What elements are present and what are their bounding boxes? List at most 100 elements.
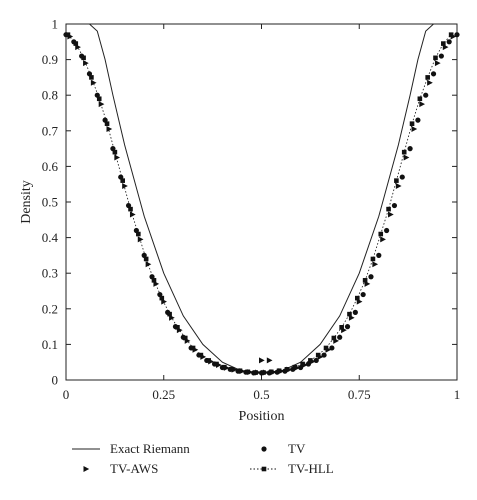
data-point bbox=[370, 256, 376, 262]
plot-area: 0 0.25 0.5 0.75 1 00.10.20.30.40.50.60.70.80… bbox=[42, 17, 461, 403]
legend-marker-swatch bbox=[261, 446, 267, 452]
x-tick-label: 0 bbox=[63, 387, 70, 402]
data-point bbox=[354, 295, 360, 301]
data-point bbox=[114, 154, 121, 161]
data-point bbox=[430, 71, 437, 77]
data-point bbox=[96, 96, 102, 102]
data-point bbox=[229, 367, 235, 372]
data-point bbox=[90, 79, 97, 86]
x-axis-ticks: 0 0.25 0.5 0.75 1 bbox=[63, 24, 461, 402]
data-point bbox=[308, 358, 313, 363]
x-tick-label: 0.5 bbox=[253, 387, 269, 402]
data-point bbox=[391, 202, 398, 209]
data-point bbox=[411, 126, 418, 133]
data-point bbox=[441, 41, 446, 46]
data-point bbox=[137, 236, 144, 243]
data-point bbox=[407, 146, 413, 152]
y-tick-label: 0.4 bbox=[42, 230, 59, 245]
data-point bbox=[206, 358, 212, 363]
data-point bbox=[454, 32, 460, 38]
data-point bbox=[128, 206, 133, 212]
data-point bbox=[339, 325, 344, 330]
data-point bbox=[190, 345, 196, 351]
series-tv-hll bbox=[65, 32, 454, 375]
y-tick-label: 0.8 bbox=[42, 88, 58, 103]
data-point bbox=[81, 55, 86, 61]
data-point bbox=[347, 311, 352, 317]
legend-label: TV bbox=[288, 441, 306, 456]
data-point bbox=[89, 75, 94, 80]
y-tick-label: 0.2 bbox=[42, 301, 58, 316]
legend-item: TV bbox=[261, 441, 306, 456]
data-point bbox=[222, 364, 227, 370]
x-tick-label: 0.75 bbox=[348, 387, 371, 402]
x-tick-label: 1 bbox=[454, 387, 461, 402]
legend: Exact Riemann TV TV-AWS TV-HLL bbox=[72, 441, 334, 476]
data-point bbox=[167, 311, 172, 317]
legend-item: Exact Riemann bbox=[72, 441, 190, 456]
y-axis-label: Density bbox=[19, 180, 34, 224]
series-tv-aws bbox=[67, 33, 457, 376]
data-point bbox=[403, 154, 410, 161]
data-point bbox=[399, 174, 405, 180]
x-tick-label: 0.25 bbox=[152, 387, 175, 402]
data-point bbox=[175, 325, 180, 330]
data-point bbox=[388, 211, 394, 218]
data-point bbox=[136, 231, 141, 237]
data-point bbox=[315, 352, 321, 358]
data-point bbox=[434, 60, 441, 67]
data-point bbox=[376, 252, 382, 258]
y-tick-label: 0.5 bbox=[42, 195, 58, 210]
data-point bbox=[143, 256, 149, 262]
data-point bbox=[83, 60, 89, 67]
data-point bbox=[344, 324, 351, 330]
series-exact-riemann bbox=[66, 23, 457, 374]
data-point bbox=[151, 278, 157, 283]
data-point bbox=[380, 236, 386, 243]
y-tick-label: 0.1 bbox=[42, 337, 58, 352]
data-point bbox=[145, 261, 152, 268]
data-point bbox=[259, 357, 265, 364]
data-point bbox=[401, 149, 407, 155]
y-tick-label: 1 bbox=[52, 17, 59, 32]
series-tv bbox=[63, 32, 460, 376]
data-point bbox=[245, 369, 251, 375]
data-point bbox=[427, 79, 433, 86]
legend-label: TV-AWS bbox=[110, 461, 158, 476]
data-point bbox=[394, 178, 399, 183]
data-point bbox=[182, 335, 188, 341]
legend-label: Exact Riemann bbox=[110, 441, 190, 456]
y-tick-label: 0 bbox=[52, 373, 59, 388]
data-point bbox=[292, 364, 298, 370]
data-point bbox=[284, 367, 290, 372]
data-point bbox=[276, 368, 282, 374]
legend-marker-swatch bbox=[83, 466, 90, 472]
data-point bbox=[73, 41, 79, 46]
data-point bbox=[395, 182, 402, 189]
data-point bbox=[438, 53, 444, 59]
y-axis-ticks: 0 0.1 0.2 0.3 0.4 0.5 0.6 0.7 0.8 0.9 1 bbox=[42, 17, 457, 388]
series-line bbox=[67, 34, 452, 373]
data-point bbox=[321, 352, 327, 358]
data-point bbox=[433, 55, 438, 61]
y-tick-label: 0.7 bbox=[42, 123, 59, 138]
data-point bbox=[198, 352, 204, 358]
data-point bbox=[386, 206, 391, 212]
plot-frame bbox=[65, 23, 458, 381]
x-axis-label: Position bbox=[239, 409, 285, 424]
data-point bbox=[266, 357, 273, 364]
data-point bbox=[372, 261, 379, 268]
data-point bbox=[409, 121, 415, 126]
data-point bbox=[112, 149, 118, 155]
series-layer bbox=[63, 23, 460, 376]
data-point bbox=[98, 101, 105, 108]
legend-label: TV-HLL bbox=[288, 461, 334, 476]
data-point bbox=[337, 334, 343, 340]
data-point bbox=[425, 75, 430, 80]
data-point bbox=[423, 92, 429, 98]
data-point bbox=[360, 291, 366, 298]
data-point bbox=[65, 32, 71, 37]
legend-item: TV-HLL bbox=[250, 461, 334, 476]
data-point bbox=[323, 345, 329, 351]
